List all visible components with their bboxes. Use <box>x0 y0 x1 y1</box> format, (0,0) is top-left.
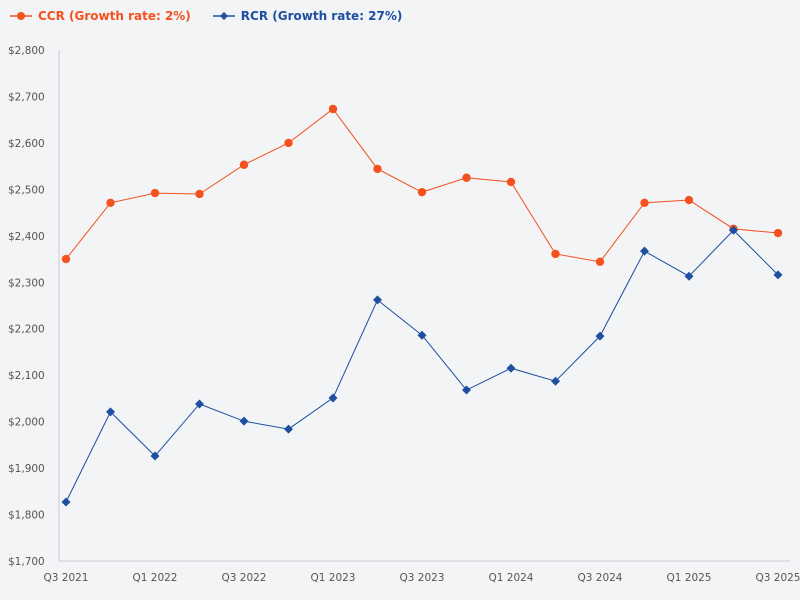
y-tick-label: $2,300 <box>8 277 45 289</box>
ccr-data-point <box>373 164 382 174</box>
x-tick-label: Q1 2023 <box>310 572 355 584</box>
rcr-data-point <box>773 270 783 280</box>
ccr-data-point <box>106 198 115 208</box>
y-tick-label: $2,600 <box>8 138 45 150</box>
legend-label-rcr: RCR (Growth rate: 27%) <box>240 9 403 23</box>
ccr-data-point <box>506 177 516 187</box>
ccr-data-point <box>284 138 293 148</box>
rcr-data-point <box>462 385 471 395</box>
rcr-data-point <box>640 246 649 256</box>
rcr-data-point <box>239 416 249 426</box>
rcr-data-point <box>506 363 516 373</box>
rcr-data-point <box>150 451 160 461</box>
legend-item-ccr[interactable]: CCR (Growth rate: 2%) <box>10 9 191 23</box>
rcr-data-point <box>373 295 382 305</box>
legend-label-ccr: CCR (Growth rate: 2%) <box>38 9 191 23</box>
circle-marker-icon <box>10 12 32 20</box>
ccr-data-point <box>684 195 694 205</box>
x-tick-label: Q3 2023 <box>399 572 444 584</box>
rcr-data-point <box>684 271 694 281</box>
x-tick-label: Q3 2021 <box>43 572 88 584</box>
rcr-data-point <box>328 393 338 403</box>
y-tick-label: $1,900 <box>8 463 45 475</box>
rcr-data-point <box>106 407 115 417</box>
series-line-rcr <box>65 229 779 503</box>
ccr-data-point <box>640 198 649 208</box>
x-tick-label: Q1 2024 <box>488 572 533 584</box>
x-tick-label: Q1 2025 <box>666 572 711 584</box>
legend-item-rcr[interactable]: RCR (Growth rate: 27%) <box>212 9 403 23</box>
ccr-data-point <box>328 104 338 114</box>
ccr-data-point <box>462 173 471 182</box>
y-tick-label: $2,800 <box>8 45 45 57</box>
x-tick-label: Q1 2022 <box>132 572 177 584</box>
rcr-data-point <box>595 331 605 341</box>
rcr-data-point <box>551 376 560 386</box>
ccr-data-point <box>61 254 71 264</box>
y-tick-label: $1,700 <box>8 556 45 568</box>
ccr-data-point <box>417 187 427 197</box>
y-tick-label: $2,700 <box>8 91 45 103</box>
ccr-data-point <box>551 249 560 259</box>
ccr-data-point <box>595 257 605 267</box>
y-tick-label: $2,000 <box>8 417 45 429</box>
y-tick-label: $2,100 <box>8 370 45 382</box>
x-tick-label: Q3 2024 <box>577 572 622 584</box>
rcr-data-point <box>284 424 293 434</box>
y-tick-label: $1,800 <box>8 510 45 522</box>
ccr-data-point <box>773 228 783 238</box>
legend: CCR (Growth rate: 2%) RCR (Growth rate: … <box>10 9 402 23</box>
ccr-data-point <box>239 160 249 169</box>
x-tick-label: Q3 2022 <box>221 572 266 584</box>
ccr-data-point <box>195 189 204 199</box>
y-tick-label: $2,200 <box>8 324 45 336</box>
y-tick-label: $2,500 <box>8 184 45 196</box>
rcr-data-point <box>195 399 204 409</box>
y-tick-label: $2,400 <box>8 231 45 243</box>
ccr-data-point <box>150 188 160 198</box>
diamond-marker-icon <box>212 12 235 20</box>
rcr-data-point <box>729 225 738 235</box>
series-line-ccr <box>65 108 779 263</box>
x-tick-label: Q3 2025 <box>755 572 800 584</box>
rcr-data-point <box>417 330 427 340</box>
rcr-data-point <box>61 497 71 507</box>
